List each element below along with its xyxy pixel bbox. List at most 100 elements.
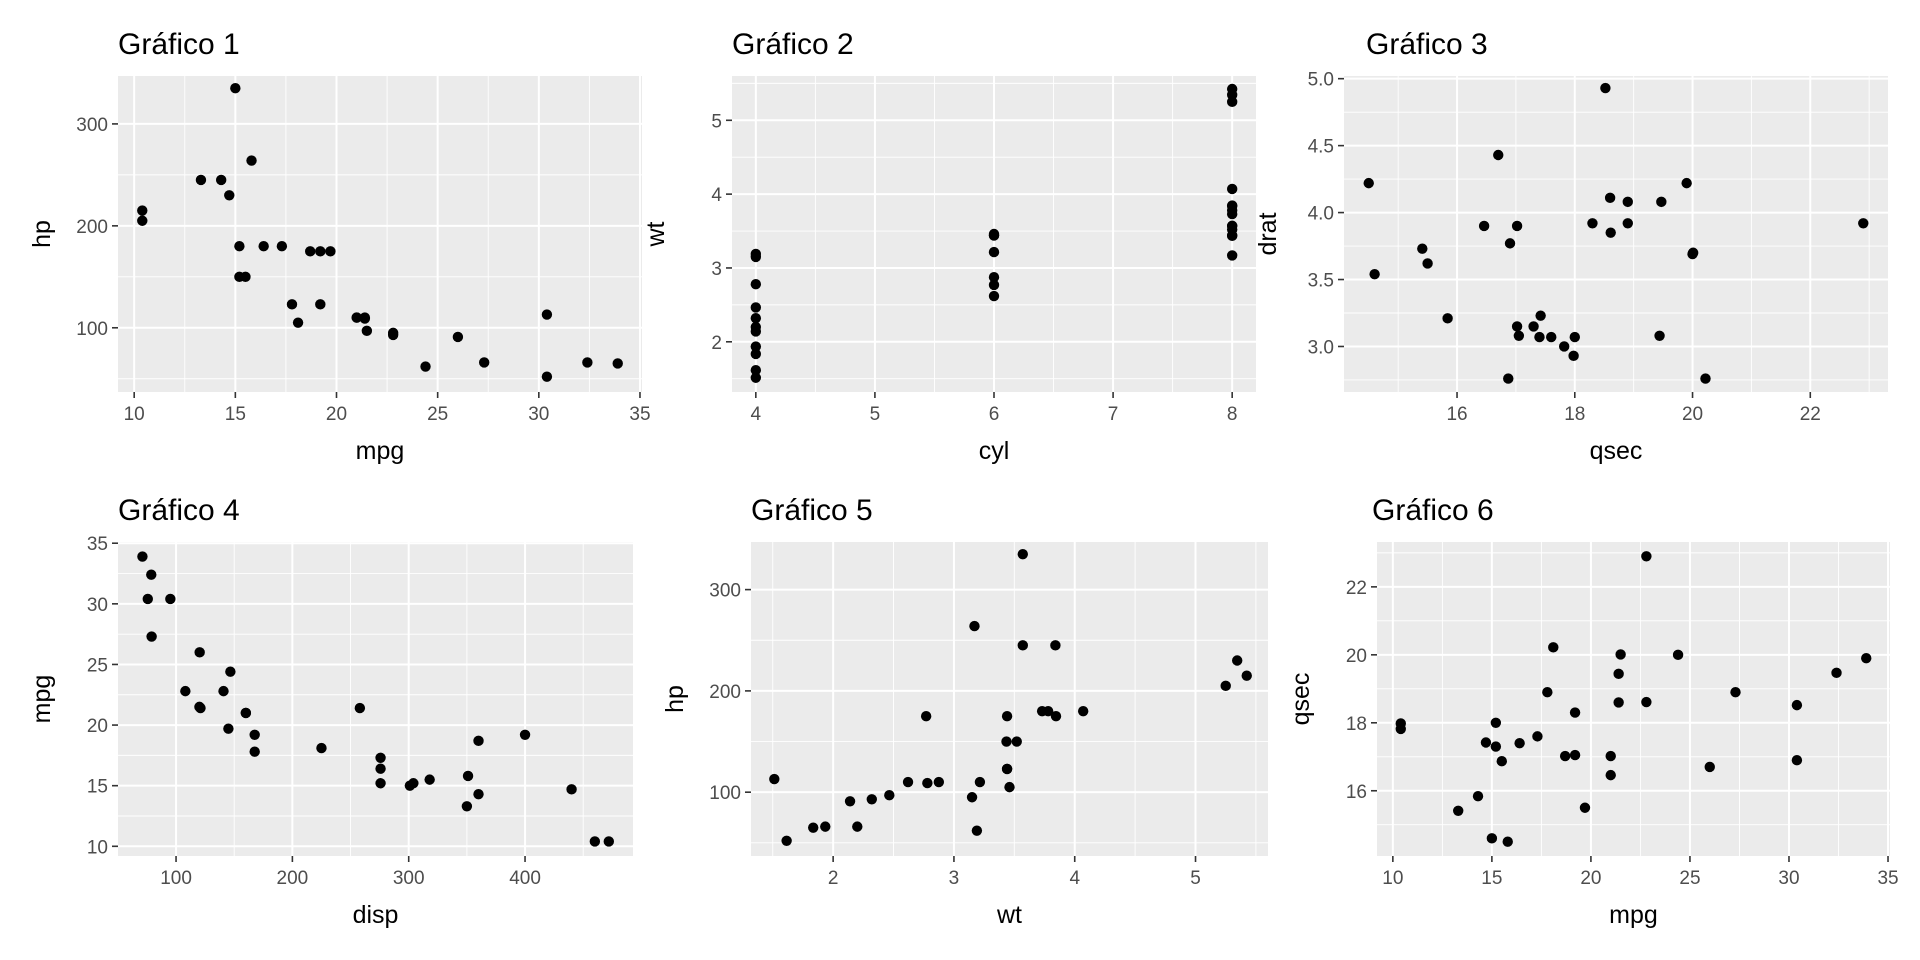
data-point	[1704, 761, 1715, 773]
data-point	[473, 735, 484, 747]
x-tick-label: 8	[1227, 404, 1238, 425]
data-point	[1604, 192, 1616, 204]
data-point	[1480, 737, 1492, 748]
data-point	[462, 770, 474, 782]
x-tick-label: 5	[870, 404, 881, 425]
data-point	[808, 822, 819, 833]
data-point	[1569, 707, 1581, 718]
data-point	[844, 796, 856, 807]
data-point	[258, 241, 269, 252]
chart-panel-4: 100 200 300 400 10 15 20 25 30 35 Gráfico 4 disp mpg	[28, 494, 633, 929]
data-point	[315, 246, 326, 257]
y-tick-label: 20	[1346, 646, 1367, 667]
x-axis-label: qsec	[1590, 437, 1643, 465]
data-point	[1511, 220, 1523, 232]
x-tick-label: 22	[1800, 404, 1821, 425]
data-point	[1493, 149, 1504, 161]
x-tick-label: 4	[751, 404, 762, 425]
data-point	[1532, 731, 1543, 742]
data-point	[1490, 717, 1502, 728]
data-point	[1502, 836, 1513, 847]
data-point	[361, 325, 373, 337]
data-point	[1001, 736, 1012, 747]
chart-title: Gráfico 3	[1366, 28, 1488, 61]
chart-title: Gráfico 2	[732, 28, 854, 61]
data-point	[375, 778, 386, 789]
data-point	[1241, 670, 1252, 681]
data-point	[1641, 696, 1652, 708]
data-point	[316, 742, 327, 754]
panel-background	[1377, 542, 1890, 856]
data-point	[1363, 177, 1374, 189]
data-point	[988, 271, 1000, 283]
data-point	[1369, 268, 1380, 280]
data-point	[1579, 802, 1591, 813]
data-point	[1004, 781, 1015, 793]
data-point	[1453, 805, 1464, 817]
y-tick-label: 4.5	[1308, 137, 1334, 158]
x-tick-label: 25	[427, 404, 448, 425]
data-point	[224, 190, 235, 201]
x-tick-label: 7	[1108, 404, 1119, 425]
data-point	[933, 776, 945, 788]
data-point	[165, 593, 176, 605]
x-tick-label: 3	[949, 868, 960, 889]
data-point	[582, 357, 593, 368]
x-tick-label: 4	[1069, 868, 1080, 889]
data-point	[1587, 218, 1598, 229]
data-point	[1654, 330, 1665, 341]
data-point	[1042, 705, 1054, 717]
data-point	[223, 723, 234, 734]
data-point	[1791, 754, 1803, 766]
data-point	[230, 83, 241, 94]
data-point	[781, 835, 792, 847]
data-point	[1534, 331, 1545, 343]
data-point	[1514, 737, 1525, 749]
chart-panel-6: 10 15 20 25 30 35 16 18 20 22 Gráfico 6 mpg qsec	[1287, 494, 1899, 929]
data-point	[566, 784, 577, 795]
data-point	[1496, 755, 1507, 767]
panel-background	[1344, 76, 1888, 392]
x-axis-label: disp	[353, 901, 399, 929]
data-point	[146, 631, 157, 642]
y-tick-label: 35	[87, 534, 108, 555]
chart-panel-1: 10 15 20 25 30 35 100 200 300 Gráfico 1 mpg hp	[28, 28, 651, 465]
x-tick-label: 200	[277, 868, 309, 889]
y-axis-label: qsec	[1287, 673, 1315, 726]
data-point	[1548, 642, 1559, 653]
data-point	[1226, 200, 1238, 211]
y-tick-label: 22	[1346, 578, 1367, 599]
x-tick-label: 10	[124, 404, 145, 425]
chart-panel-5: 2 3 4 5 100 200 300 Gráfico 5 wt hp	[661, 494, 1268, 929]
data-point	[541, 371, 553, 382]
data-point	[750, 251, 762, 263]
data-point	[234, 271, 245, 283]
chart-title: Gráfico 1	[118, 28, 240, 61]
data-point	[988, 246, 1000, 258]
data-point	[1622, 218, 1633, 229]
data-point	[1486, 833, 1498, 844]
data-point	[1569, 331, 1580, 343]
x-tick-label: 15	[1481, 868, 1502, 889]
data-point	[1568, 350, 1579, 362]
data-point	[1490, 741, 1502, 752]
data-point	[461, 801, 473, 812]
y-axis-label: wt	[642, 221, 670, 247]
chart-panel-3: 16 18 20 22 3.0 3.5 4.0 4.5 5.0 Gráfico 3 qsec drat	[1254, 28, 1888, 465]
data-point	[922, 777, 933, 789]
data-point	[1613, 668, 1624, 680]
data-point	[603, 836, 615, 847]
y-tick-label: 5	[711, 111, 722, 132]
data-point	[1513, 330, 1525, 341]
y-tick-label: 3	[711, 259, 722, 280]
panel-background	[118, 542, 633, 856]
data-point	[375, 752, 386, 763]
data-point	[1600, 82, 1611, 94]
data-point	[1861, 653, 1872, 664]
x-axis-label: mpg	[1609, 901, 1658, 929]
data-point	[1478, 220, 1490, 232]
data-point	[589, 836, 601, 847]
x-tick-label: 35	[1877, 868, 1898, 889]
y-tick-label: 3.5	[1308, 271, 1334, 292]
